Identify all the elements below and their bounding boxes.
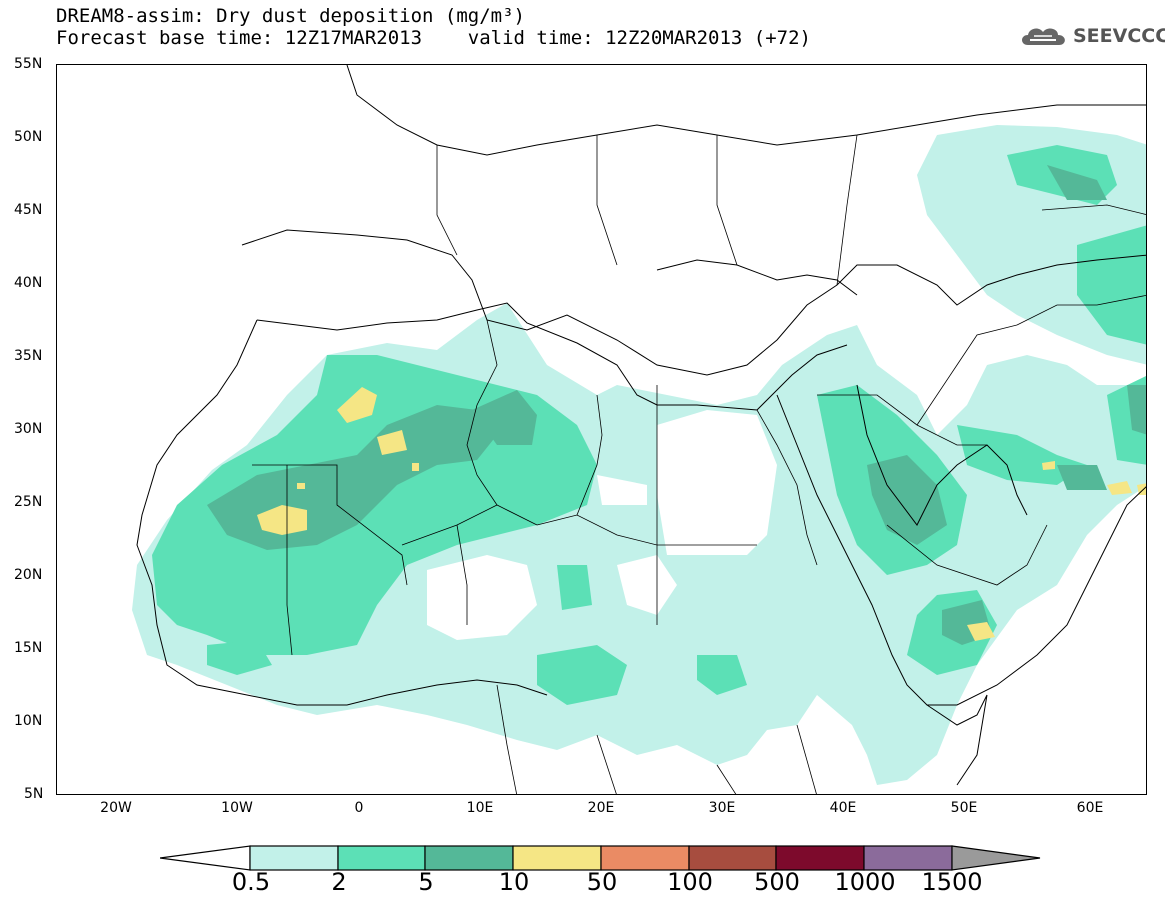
lon-label: 0 (354, 800, 364, 816)
lat-label: 30N (14, 421, 43, 437)
colorbar-label: 10 (498, 868, 530, 896)
lat-label: 10N (14, 713, 43, 729)
lat-label: 40N (14, 275, 43, 291)
colorbar-swatch (424, 845, 514, 871)
lon-label: 60E (1076, 800, 1104, 816)
country-borders (252, 134, 1146, 794)
lon-label: 20E (587, 800, 615, 816)
lon-label: 50E (950, 800, 978, 816)
colorbar-swatch (863, 845, 953, 871)
colorbar-label: 0.5 (231, 868, 271, 896)
colorbar-label: 500 (754, 868, 800, 896)
contour-gap (427, 410, 777, 640)
lat-label: 20N (14, 567, 43, 583)
colorbar-upper-arrow (951, 845, 1041, 871)
colorbar-swatch (775, 845, 865, 871)
colorbar-label: 50 (586, 868, 618, 896)
coastlines (136, 65, 1146, 786)
lat-label: 5N (24, 786, 44, 802)
lon-label: 30E (708, 800, 736, 816)
colorbar-swatch (688, 845, 777, 871)
lon-label: 10W (221, 800, 253, 816)
colorbar-label: 1000 (834, 868, 896, 896)
colorbar-swatch (600, 845, 690, 871)
lat-label: 35N (14, 348, 43, 364)
colorbar-label: 2 (331, 868, 347, 896)
contour-level-10 (257, 387, 1146, 641)
colorbar-label: 5 (418, 868, 434, 896)
cloud-logo-icon (1022, 28, 1065, 45)
colorbar-swatch (337, 845, 426, 871)
colorbar (160, 845, 1041, 871)
logo-text: SEEVCCC (1073, 25, 1165, 47)
colorbar-swatch (512, 845, 602, 871)
dust-deposition-map (132, 65, 1146, 794)
colorbar-lower-arrow (160, 845, 251, 871)
lat-label: 45N (14, 202, 43, 218)
lon-label: 20W (100, 800, 132, 816)
map-title: DREAM8-assim: Dry dust deposition (mg/m³… (56, 5, 525, 27)
map-area[interactable] (56, 64, 1147, 795)
forecast-time-subtitle: Forecast base time: 12Z17MAR2013 valid t… (56, 27, 811, 49)
lat-label: 15N (14, 640, 43, 656)
lon-label: 40E (829, 800, 857, 816)
colorbar-swatch (249, 845, 339, 871)
lon-label: 10E (466, 800, 494, 816)
colorbar-label: 1500 (921, 868, 983, 896)
lat-label: 25N (14, 494, 43, 510)
seevccc-logo: SEEVCCC (1018, 23, 1165, 49)
lat-label: 55N (14, 56, 43, 72)
lat-label: 50N (14, 129, 43, 145)
colorbar-label: 100 (667, 868, 713, 896)
